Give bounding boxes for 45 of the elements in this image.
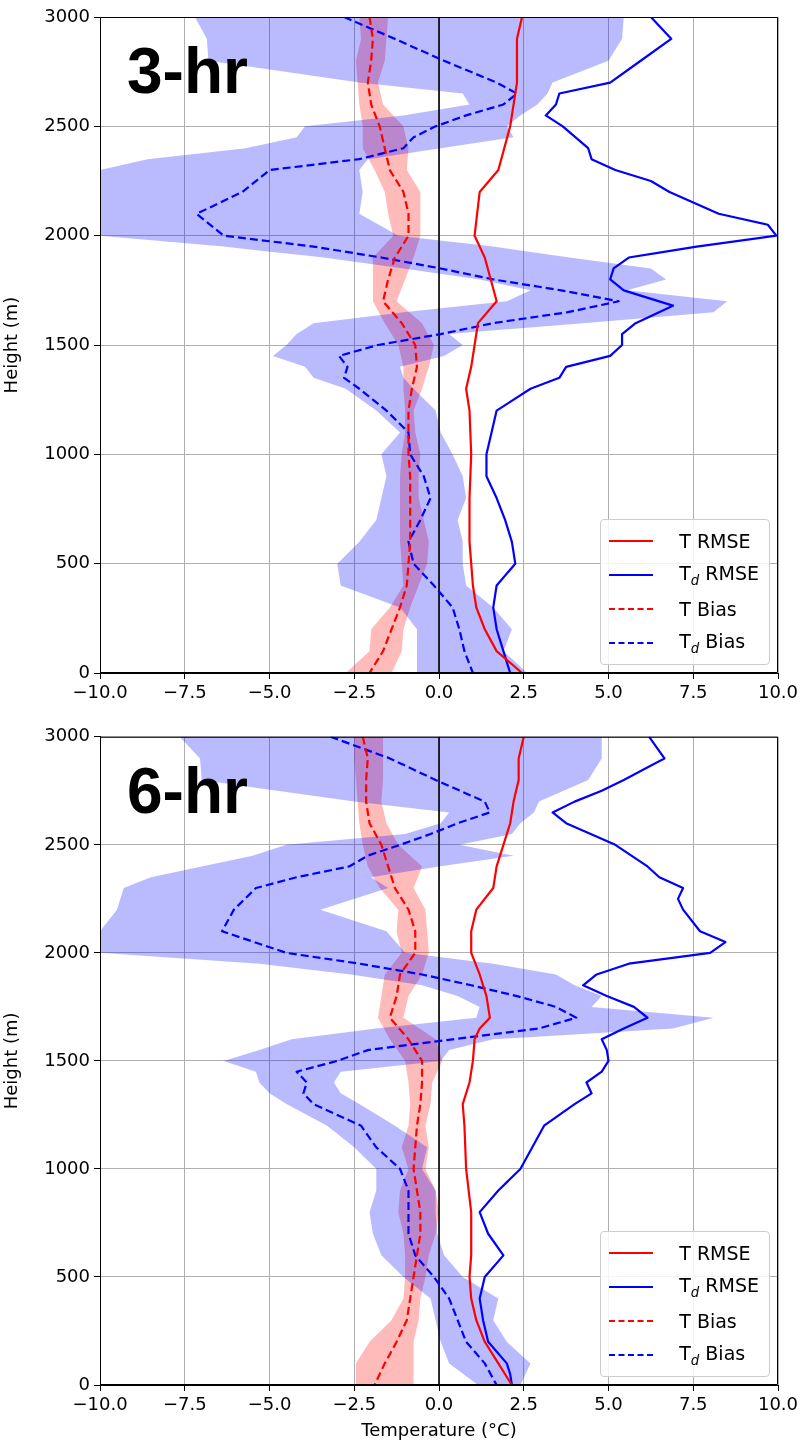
y-tick-label: 500 bbox=[55, 551, 90, 573]
x-tick-label: −5.0 bbox=[247, 1393, 292, 1415]
x-axis-title: Temperature (°C) bbox=[360, 1418, 517, 1440]
y-tick-label: 2500 bbox=[44, 832, 90, 854]
y-tick-label: 0 bbox=[78, 660, 90, 682]
legend-label: T$_{d}$ Bias bbox=[679, 1342, 746, 1368]
x-tick-label: 5.0 bbox=[594, 681, 623, 703]
x-tick-label: 7.5 bbox=[678, 1393, 708, 1415]
x-tick-label: −7.5 bbox=[162, 1393, 207, 1415]
legend-label: T Bias bbox=[679, 1310, 737, 1332]
y-axis-title: Height (m) bbox=[0, 296, 22, 394]
y-tick-label: 1000 bbox=[44, 442, 90, 464]
chart-title: 6-hr bbox=[127, 754, 248, 827]
y-tick-label: 0 bbox=[78, 1372, 90, 1394]
x-tick-label: 0.0 bbox=[424, 1393, 454, 1415]
x-tick-label: −5.0 bbox=[247, 681, 292, 703]
chart-title: 3-hr bbox=[127, 35, 248, 107]
y-tick-label: 2000 bbox=[44, 223, 90, 245]
x-tick-label: −2.5 bbox=[332, 1393, 377, 1415]
x-tick-label: 2.5 bbox=[509, 681, 539, 703]
x-tick-label: 5.0 bbox=[594, 1393, 623, 1415]
y-tick-label: 3000 bbox=[44, 4, 90, 26]
x-tick-label: 2.5 bbox=[509, 1393, 539, 1415]
x-tick-label: −10.0 bbox=[72, 681, 128, 703]
x-tick-label: 0.0 bbox=[424, 681, 454, 703]
legend-label: T RMSE bbox=[679, 1242, 751, 1264]
x-tick-label: −2.5 bbox=[332, 681, 377, 703]
x-tick-label: 10.0 bbox=[757, 681, 799, 703]
legend-label: T$_{d}$ RMSE bbox=[679, 562, 759, 588]
legend-label: T RMSE bbox=[679, 530, 751, 552]
x-tick-label: −10.0 bbox=[72, 1393, 128, 1415]
x-tick-label: 7.5 bbox=[678, 681, 708, 703]
y-tick-label: 2000 bbox=[44, 940, 90, 962]
y-axis-title: Height (m) bbox=[0, 1012, 22, 1110]
y-tick-label: 500 bbox=[55, 1264, 90, 1286]
y-tick-label: 1000 bbox=[44, 1156, 90, 1178]
y-tick-label: 3000 bbox=[44, 724, 90, 746]
legend-label: T Bias bbox=[679, 598, 737, 620]
y-tick-label: 1500 bbox=[44, 1048, 90, 1070]
x-tick-label: 10.0 bbox=[757, 1393, 799, 1415]
y-tick-label: 2500 bbox=[44, 114, 90, 136]
legend-label: T$_{d}$ Bias bbox=[679, 630, 746, 656]
x-tick-label: −7.5 bbox=[162, 681, 207, 703]
legend-label: T$_{d}$ RMSE bbox=[679, 1274, 759, 1300]
y-tick-label: 1500 bbox=[44, 332, 90, 354]
